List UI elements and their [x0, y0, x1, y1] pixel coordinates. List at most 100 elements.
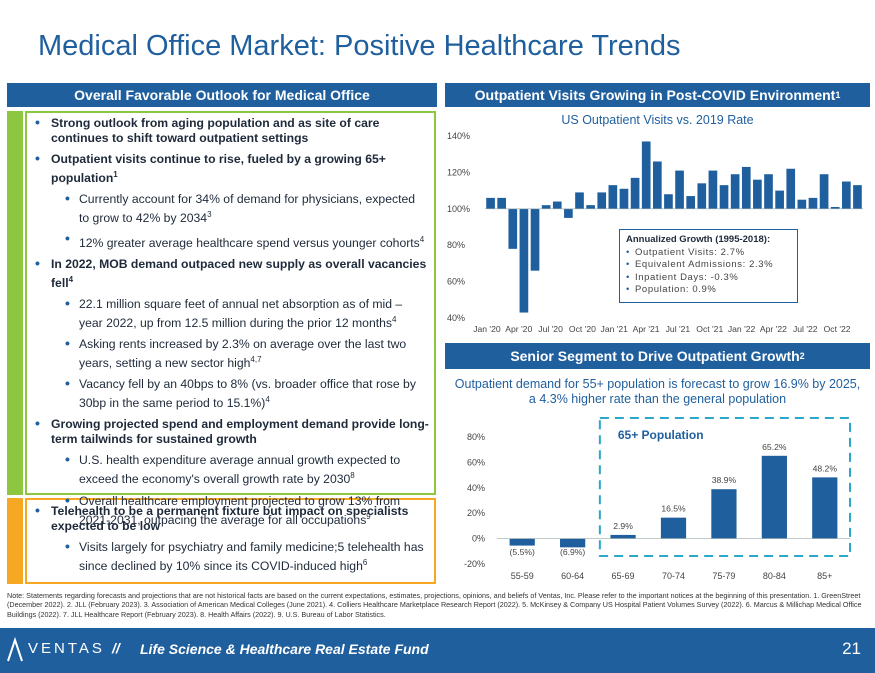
senior-header-text: Senior Segment to Drive Outpatient Growt…	[510, 348, 800, 364]
footnote-ref: 4	[265, 395, 270, 405]
legend-item: Population: 0.9%	[626, 284, 791, 297]
senior-subtitle: Outpatient demand for 55+ population is …	[445, 377, 870, 407]
outpatient-bar	[508, 208, 518, 249]
footnote-ref: 4	[68, 275, 74, 285]
outpatient-bar	[652, 161, 662, 209]
outpatient-bar	[719, 185, 729, 209]
x-tick-label: 65-69	[612, 571, 635, 581]
outpatient-bar	[741, 166, 751, 209]
senior-bar	[509, 538, 535, 546]
senior-header-sup: 2	[799, 351, 805, 361]
footnote-ref: 6	[362, 558, 368, 567]
footnote-ref: 1	[113, 170, 118, 179]
y-tick-label: -20%	[464, 559, 485, 569]
data-label: 65.2%	[762, 442, 787, 452]
x-tick-label: Apr '21	[633, 324, 660, 334]
sub-bullet-item: • Currently account for 34% of demand for…	[29, 190, 434, 226]
x-tick-label: Jan '21	[601, 324, 629, 334]
footnote-ref: 8	[350, 471, 355, 481]
outpatient-bar	[797, 199, 807, 209]
footnote-ref: 4	[391, 315, 397, 325]
outpatient-bar	[730, 174, 740, 209]
x-tick-label: Apr '22	[760, 324, 787, 334]
x-tick-label: 80-84	[763, 571, 786, 581]
outpatient-bar	[619, 188, 629, 209]
outpatient-bar	[664, 194, 673, 209]
bullet-item: • In 2022, MOB demand outpaced new supply…	[29, 256, 434, 291]
bullet-text: Asking rents increased by 2.3% on averag…	[79, 337, 407, 371]
outlook-bullets: • Strong outlook from aging population an…	[29, 115, 434, 534]
x-tick-label: Oct '21	[696, 324, 723, 334]
orange-accent-bar	[7, 498, 23, 584]
outpatient-bar	[641, 141, 651, 209]
x-tick-label: Oct '20	[569, 324, 596, 334]
outpatient-bar	[819, 174, 829, 209]
bullet-item: • Telehealth to be a permanent fixture bu…	[29, 502, 434, 534]
y-tick-label: 60%	[447, 277, 465, 287]
x-tick-label: Jan '22	[728, 324, 756, 334]
senior-header: Senior Segment to Drive Outpatient Growt…	[445, 343, 870, 369]
senior-bar	[660, 517, 687, 539]
sub-bullet-item: • Asking rents increased by 2.3% on avera…	[29, 335, 434, 371]
bullet-dot-icon: •	[65, 295, 70, 312]
legend-item: Equivalent Admissions: 2.3%	[626, 259, 791, 272]
bullet-text: Growing projected spend and employment d…	[51, 417, 429, 447]
sub-bullet-item: • 12% greater average healthcare spend ve…	[29, 230, 434, 251]
bullet-dot-icon: •	[65, 190, 70, 207]
footer-bar: VENTAS // Life Science & Healthcare Real…	[0, 628, 875, 673]
bullet-dot-icon: •	[65, 451, 70, 468]
footnote-ref: 4,7	[250, 355, 262, 365]
green-accent-bar	[7, 111, 23, 495]
outpatient-bar	[608, 185, 618, 209]
bullet-item: • Growing projected spend and employment …	[29, 415, 434, 447]
bullet-text: 12% greater average healthcare spend ver…	[79, 236, 420, 251]
x-tick-label: Jul '20	[538, 324, 563, 334]
page-number: 21	[842, 639, 861, 658]
senior-bar	[610, 534, 636, 539]
y-tick-label: 40%	[447, 313, 465, 323]
bullet-dot-icon: •	[35, 502, 40, 518]
bullet-text: In 2022, MOB demand outpaced new supply …	[51, 257, 427, 291]
outpatient-bar	[775, 190, 784, 209]
y-tick-label: 0%	[472, 534, 485, 544]
outpatient-bar	[564, 208, 573, 218]
bullet-dot-icon: •	[65, 230, 70, 247]
x-tick-label: 85+	[817, 571, 832, 581]
senior-bar	[761, 455, 787, 539]
outpatient-bar	[753, 179, 762, 209]
senior-bar	[812, 477, 838, 539]
sub-bullet-item: • Vacancy fell by an 40bps to 8% (vs. bro…	[29, 376, 434, 411]
y-tick-label: 80%	[467, 432, 485, 442]
x-tick-label: Jan '20	[473, 324, 501, 334]
sub-bullet-item: • U.S. health expenditure average annual …	[29, 451, 434, 487]
bullet-dot-icon: •	[35, 415, 40, 432]
outlook-header-text: Overall Favorable Outlook for Medical Of…	[74, 87, 370, 103]
x-tick-label: Apr '20	[505, 324, 532, 334]
outpatient-bar	[808, 197, 818, 209]
outpatient-bar	[541, 205, 551, 209]
x-tick-label: Jul '21	[666, 324, 691, 334]
y-tick-label: 140%	[447, 131, 470, 141]
senior-subtitle-line2: a 4.3% higher rate than the general popu…	[528, 392, 787, 406]
sub-bullet-item: • 22.1 million square feet of annual net …	[29, 295, 434, 331]
senior-growth-chart: -20% 0% 20% 40% 60% 80% 65+ Population (5.5%) 55…	[464, 417, 851, 581]
x-tick-label: 60-64	[561, 571, 584, 581]
bullet-item: • Outpatient visits continue to rise, fue…	[29, 151, 434, 186]
outpatient-bar	[764, 174, 773, 209]
y-tick-label: 100%	[447, 204, 470, 214]
legend-item: Inpatient Days: -0.3%	[626, 272, 791, 285]
y-tick-label: 60%	[467, 457, 485, 467]
bullet-text: 22.1 million square feet of annual net a…	[79, 297, 403, 331]
bullet-text: Outpatient visits continue to rise, fuel…	[51, 152, 386, 186]
footnote-ref: 4	[419, 235, 425, 245]
bullet-text: Visits largely for psychiatry and family…	[79, 540, 424, 574]
ventas-logo-icon	[7, 637, 23, 662]
outpatient-bar	[841, 181, 851, 209]
data-label: (5.5%)	[510, 547, 535, 557]
outlook-header: Overall Favorable Outlook for Medical Of…	[7, 83, 437, 107]
bullet-text: Currently account for 34% of demand for …	[79, 192, 416, 226]
bullet-dot-icon: •	[65, 335, 70, 352]
group-65-plus-label: 65+ Population	[618, 428, 704, 442]
data-label: (6.9%)	[560, 547, 585, 557]
outlook-box	[25, 111, 436, 495]
